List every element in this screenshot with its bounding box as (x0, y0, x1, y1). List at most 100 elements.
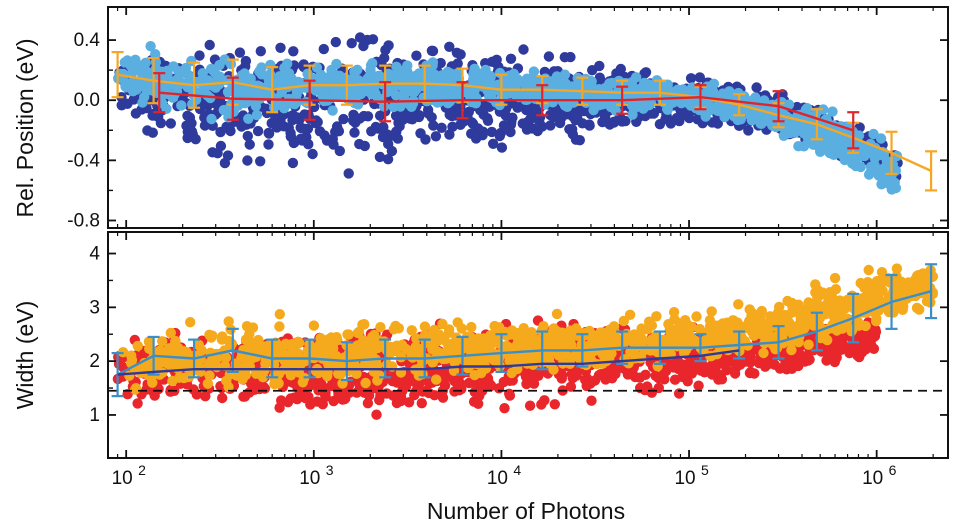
scatter-point (686, 321, 697, 333)
scatter-point (271, 122, 283, 133)
scatter-point (557, 332, 568, 343)
error-bar (576, 333, 589, 368)
error-bar (733, 93, 746, 117)
scatter-point (709, 102, 720, 114)
error-bar (266, 66, 279, 114)
scatter-point (164, 343, 175, 354)
scatter-point (484, 90, 495, 102)
error-bar (147, 335, 160, 376)
scatter-point (435, 57, 446, 69)
scatter-point (297, 377, 308, 388)
scatter-point (225, 125, 236, 137)
scatter-point (372, 383, 384, 395)
scatter-point (837, 144, 849, 155)
scatter-point (419, 321, 431, 332)
scatter-point (659, 374, 670, 385)
bottom-panel: 1 2 3 4 10 2 10 3 10 4 10 5 10 6 (89, 231, 949, 489)
scatter-point (362, 111, 374, 122)
scatter-point (456, 323, 467, 334)
x-tick-exponent: 4 (513, 462, 521, 478)
scatter-point (470, 133, 482, 144)
scatter-point (340, 393, 351, 404)
scatter-point (305, 399, 316, 410)
scatter-point (413, 111, 425, 123)
scatter-point (744, 304, 755, 315)
error-bar (111, 351, 124, 398)
scatter-point (470, 93, 481, 104)
scatter-point (308, 320, 320, 331)
scatter-point (532, 125, 543, 137)
scatter-point (615, 63, 626, 75)
scatter-point (574, 135, 585, 146)
scatter-point (550, 106, 561, 117)
scatter-point (572, 107, 583, 118)
scatter-point (554, 117, 566, 129)
y-tick-label: 2 (89, 351, 100, 372)
scatter-point (318, 43, 329, 55)
scatter-point (666, 361, 678, 373)
line-series-2 (117, 349, 740, 376)
scatter-point (736, 331, 747, 342)
scatter-point (626, 336, 637, 347)
scatter-point (207, 330, 218, 341)
scatter-point (517, 118, 528, 129)
scatter-point (817, 287, 828, 298)
scatter-point (190, 134, 201, 145)
scatter-point (884, 276, 896, 287)
scatter-point (288, 46, 299, 57)
scatter-point (452, 87, 464, 98)
scatter-point (499, 403, 510, 414)
scatter-point (217, 392, 228, 404)
scatter-point (114, 68, 126, 80)
scatter-point (608, 117, 620, 128)
error-bar (303, 79, 316, 121)
scatter-point (370, 121, 381, 133)
scatter-point (678, 359, 689, 370)
x-tick-exponent: 5 (701, 462, 709, 478)
scatter-point (316, 347, 327, 358)
scatter-point (294, 337, 305, 349)
scatter-point (701, 362, 712, 373)
scatter-point (338, 113, 349, 125)
scatter-point (342, 329, 353, 340)
scatter-point (274, 309, 285, 320)
scatter-point (417, 386, 428, 397)
scatter-point (331, 121, 343, 132)
scatter-point (178, 372, 190, 384)
scatter-point (387, 390, 399, 401)
scatter-point (824, 147, 835, 159)
scatter-point (795, 125, 806, 136)
scatter-point (250, 100, 262, 112)
scatter-point (390, 90, 402, 101)
scatter-point (878, 149, 889, 161)
scatter-point (624, 309, 636, 320)
scatter-point (843, 300, 854, 312)
scatter-point (510, 351, 521, 362)
scatter-point (307, 148, 318, 160)
scatter-point (202, 378, 214, 389)
x-tick-exponent: 2 (138, 462, 146, 478)
scatter-point (500, 110, 511, 121)
scatter-point (289, 99, 300, 110)
scatter-point (729, 368, 741, 379)
scatter-point (917, 270, 928, 281)
scatter-point (663, 319, 674, 330)
scatter-point (246, 337, 257, 348)
scatter-point (305, 379, 317, 391)
scatter-point (886, 180, 897, 192)
scatter-point (887, 159, 898, 170)
scatter-point (410, 70, 421, 82)
scatter-point (565, 381, 577, 392)
error-bar (456, 335, 469, 376)
scatter-point (130, 108, 142, 119)
scatter-point (604, 96, 615, 107)
scatter-point (518, 44, 529, 55)
scatter-point (245, 322, 256, 334)
scatter-point (150, 49, 161, 60)
scatter-point (204, 370, 215, 381)
scatter-point (242, 155, 253, 166)
scatter-point (302, 68, 313, 80)
scatter-point (528, 378, 540, 389)
scatter-point (303, 139, 314, 150)
scatter-point (181, 347, 192, 358)
